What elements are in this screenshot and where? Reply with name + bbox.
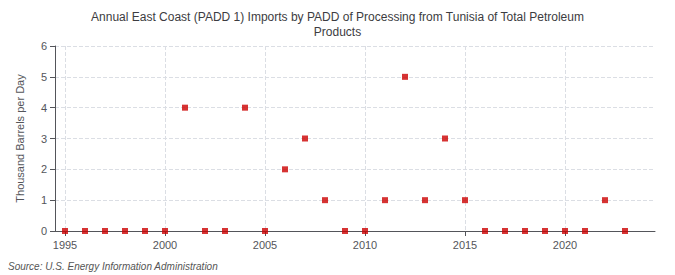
svg-text:2015: 2015 [453, 239, 477, 251]
svg-text:4: 4 [41, 102, 47, 114]
svg-text:Source: U.S. Energy Informatio: Source: U.S. Energy Information Administ… [8, 261, 218, 272]
svg-text:2: 2 [41, 163, 47, 175]
svg-text:2005: 2005 [253, 239, 277, 251]
svg-text:3: 3 [41, 133, 47, 145]
svg-text:6: 6 [41, 40, 47, 52]
svg-text:1995: 1995 [53, 239, 77, 251]
svg-text:Annual East Coast (PADD 1) Imp: Annual East Coast (PADD 1) Imports by PA… [91, 10, 584, 24]
svg-text:5: 5 [41, 71, 47, 83]
svg-text:2020: 2020 [553, 239, 577, 251]
svg-text:Products: Products [314, 25, 361, 39]
svg-text:1: 1 [41, 194, 47, 206]
svg-text:2000: 2000 [153, 239, 177, 251]
svg-text:Thousand Barrels per Day: Thousand Barrels per Day [14, 74, 26, 203]
svg-text:0: 0 [41, 225, 47, 237]
svg-text:2010: 2010 [353, 239, 377, 251]
